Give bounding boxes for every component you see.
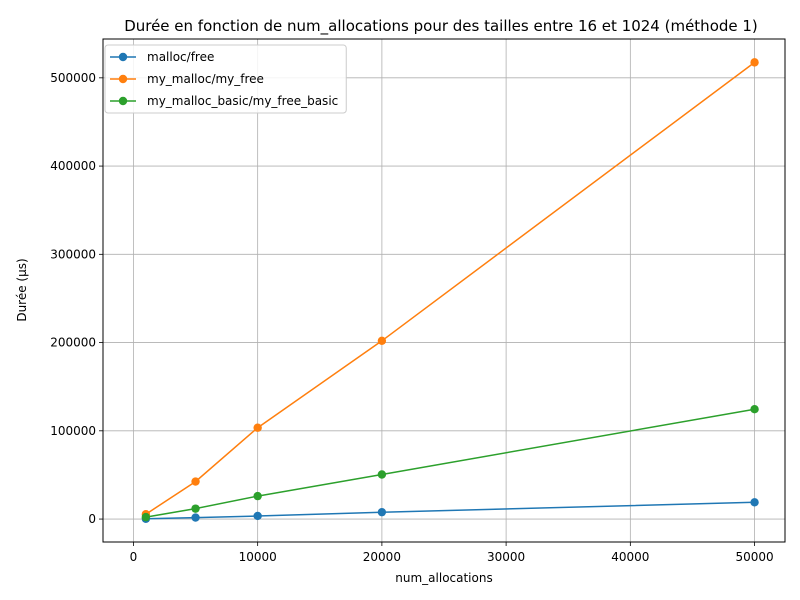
data-point: [253, 511, 262, 521]
y-axis-label: Durée (µs): [15, 258, 29, 321]
x-axis: 0 10000 20000 30000 40000 50000: [130, 542, 774, 564]
legend-label: malloc/free: [147, 50, 214, 64]
legend: malloc/free my_malloc/my_free my_malloc_ba…: [104, 44, 347, 114]
series-group: [141, 58, 759, 523]
data-point: [191, 513, 200, 522]
y-tick-label: 0: [88, 512, 96, 526]
y-tick-label: 100000: [50, 424, 96, 438]
x-tick-label: 20000: [363, 550, 401, 564]
series-line-2: [145, 61, 756, 515]
data-point: [253, 423, 262, 432]
legend-box: [104, 44, 347, 114]
data-point: [377, 470, 387, 479]
grid: [103, 39, 785, 542]
data-point: [141, 512, 151, 522]
series-line-3: [145, 408, 755, 518]
legend-swatch-marker: [118, 74, 128, 84]
x-axis-label: num_allocations: [395, 571, 492, 585]
plot-frame: [102, 38, 786, 543]
x-tick-label: 40000: [611, 550, 649, 564]
legend-label: my_malloc_basic/my_free_basic: [147, 94, 338, 108]
data-point: [191, 504, 200, 513]
data-point: [253, 491, 262, 501]
y-tick-label: 400000: [50, 159, 96, 173]
chart-title: Durée en fonction de num_allocations pou…: [124, 17, 758, 36]
series-line-1: [145, 501, 755, 520]
x-tick-label: 0: [130, 550, 138, 564]
y-tick-label: 200000: [50, 336, 96, 350]
data-point: [750, 404, 759, 414]
data-point: [191, 477, 200, 486]
legend-swatch-marker: [118, 96, 128, 106]
y-tick-label: 500000: [50, 71, 96, 85]
data-point: [750, 58, 759, 67]
data-point: [377, 336, 387, 345]
legend-label: my_malloc/my_free: [147, 72, 264, 86]
x-tick-label: 10000: [239, 550, 277, 564]
data-point: [377, 507, 387, 517]
x-tick-label: 50000: [735, 550, 773, 564]
legend-swatch-marker: [118, 52, 128, 62]
y-tick-label: 300000: [50, 247, 96, 261]
data-point: [750, 498, 759, 507]
x-tick-label: 30000: [487, 550, 525, 564]
y-axis: 0 100000 200000 300000 400000 500000: [50, 71, 103, 526]
